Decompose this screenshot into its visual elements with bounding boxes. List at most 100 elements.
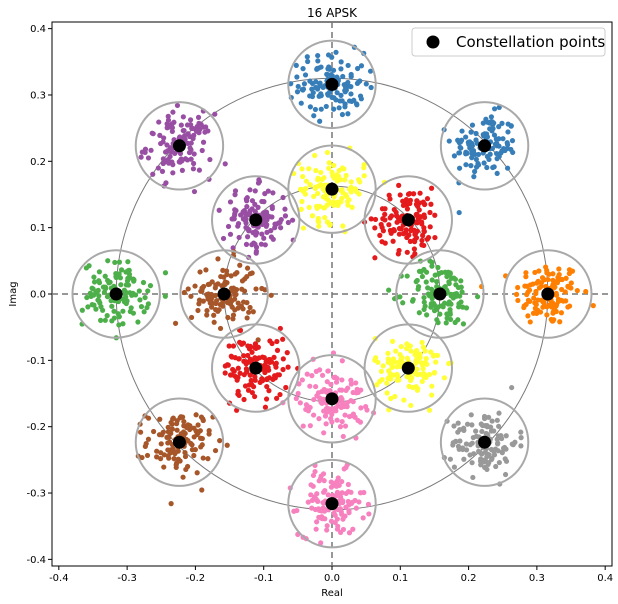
sample-point <box>334 90 340 96</box>
constellation-point-11 <box>249 213 263 227</box>
sample-point <box>404 273 410 279</box>
sample-point <box>496 423 502 429</box>
sample-point <box>405 191 412 197</box>
sample-point <box>221 274 227 280</box>
sample-point <box>365 501 372 507</box>
x-axis-label: Real <box>321 588 343 599</box>
sample-point <box>415 286 421 292</box>
sample-point <box>457 144 463 150</box>
sample-point <box>336 105 342 111</box>
sample-point <box>557 319 563 325</box>
sample-point <box>481 415 488 422</box>
sample-point <box>274 347 281 353</box>
sample-point <box>372 216 379 223</box>
sample-point <box>272 225 278 231</box>
sample-point <box>145 288 151 294</box>
sample-point <box>252 393 258 400</box>
sample-point <box>421 228 427 234</box>
sample-point <box>273 364 279 370</box>
sample-point <box>222 280 228 286</box>
sample-point <box>525 313 531 319</box>
sample-point <box>170 170 176 176</box>
sample-point <box>451 423 457 429</box>
sample-point <box>323 193 329 199</box>
sample-point <box>151 428 157 435</box>
y-tick-label: 0.0 <box>30 290 46 301</box>
sample-point <box>294 74 300 80</box>
sample-point <box>583 288 589 295</box>
sample-point <box>559 276 565 283</box>
sample-point <box>285 364 291 370</box>
sample-point <box>484 164 490 171</box>
sample-point <box>505 165 511 171</box>
sample-point <box>130 290 136 296</box>
sample-point <box>204 308 210 314</box>
sample-point <box>346 186 353 192</box>
sample-point <box>126 271 133 277</box>
sample-point <box>235 374 241 381</box>
sample-point <box>469 151 475 157</box>
sample-point <box>236 356 242 362</box>
sample-point <box>451 464 458 470</box>
sample-point <box>387 196 393 202</box>
sample-point <box>91 274 97 280</box>
sample-point <box>468 163 474 169</box>
decision-circle-6 <box>287 458 377 549</box>
sample-point <box>484 454 490 460</box>
sample-point <box>280 336 286 342</box>
sample-point <box>487 424 494 430</box>
sample-point <box>178 414 184 420</box>
sample-point <box>203 267 209 273</box>
sample-point <box>460 321 467 327</box>
sample-point <box>339 358 345 364</box>
constellation-point-5 <box>172 435 186 449</box>
sample-point <box>357 93 364 99</box>
sample-point <box>316 93 322 99</box>
sample-point <box>294 89 301 95</box>
sample-point <box>479 451 485 457</box>
sample-point <box>457 438 463 444</box>
y-tick-label: -0.4 <box>26 555 46 566</box>
sample-point <box>244 234 251 240</box>
sample-point <box>412 231 419 237</box>
sample-point <box>311 412 317 418</box>
sample-point <box>416 268 423 274</box>
sample-point <box>463 151 469 157</box>
sample-point <box>428 185 435 191</box>
sample-point <box>111 308 117 314</box>
sample-point <box>435 264 441 271</box>
sample-point <box>244 195 250 201</box>
sample-point <box>158 140 164 147</box>
sample-point <box>324 388 330 394</box>
decision-circle-1 <box>439 101 530 191</box>
sample-point <box>258 241 265 247</box>
sample-point <box>320 499 326 506</box>
sample-point <box>300 173 306 180</box>
sample-point <box>191 188 198 195</box>
sample-point <box>480 120 486 126</box>
sample-point <box>91 279 98 285</box>
sample-point <box>242 276 248 282</box>
sample-point <box>130 310 137 316</box>
sample-point <box>382 211 388 217</box>
sample-point <box>100 307 106 313</box>
sample-point <box>300 66 306 72</box>
sample-point <box>142 294 148 301</box>
sample-point <box>274 395 280 401</box>
sample-point <box>244 226 251 232</box>
sample-point <box>494 156 500 162</box>
sample-point <box>304 54 310 60</box>
sample-point <box>556 272 562 278</box>
sample-point <box>331 162 337 169</box>
sample-point <box>389 364 395 370</box>
y-tick-label: 0.2 <box>30 157 46 168</box>
sample-point <box>441 375 448 381</box>
sample-point <box>235 391 241 397</box>
sample-cluster-9 <box>361 182 438 261</box>
sample-point <box>269 340 275 347</box>
sample-point <box>144 452 151 459</box>
sample-point <box>345 111 351 117</box>
sample-point <box>346 530 353 536</box>
sample-point <box>337 424 344 430</box>
sample-point <box>459 289 465 295</box>
